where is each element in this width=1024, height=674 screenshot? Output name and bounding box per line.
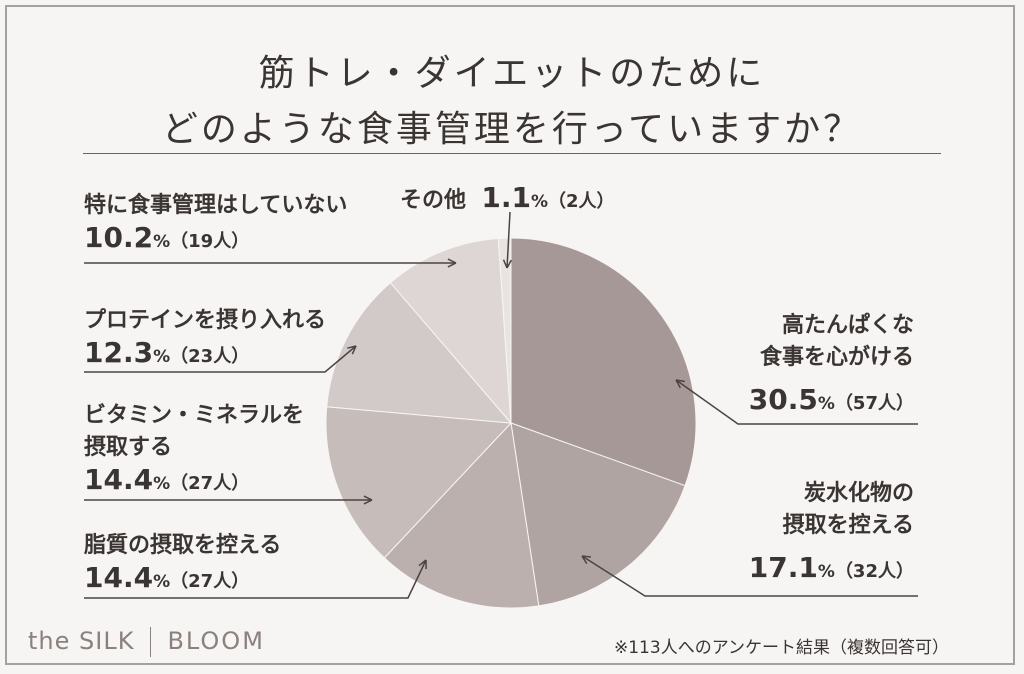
label-high-protein-text-2: 食事を心がける	[759, 345, 914, 370]
leader-high-protein	[675, 379, 918, 425]
brand-right: BLOOM	[167, 627, 265, 655]
survey-footnote: ※113人へのアンケート結果（複数回答可）	[614, 638, 950, 658]
pie-slice	[326, 281, 513, 424]
label-protein-text: プロテインを摂り入れる	[84, 308, 327, 333]
leader-protein-arrowhead	[347, 345, 357, 355]
leader-carb-arrowhead	[581, 555, 592, 565]
label-carb-text-2: 摂取を控える	[782, 513, 914, 538]
label-other-count: （2人）	[548, 191, 615, 212]
label-fat-text: 脂質の摂取を控える	[84, 533, 282, 558]
label-fat-count: （27人）	[170, 571, 250, 592]
label-vitamin-text-2: 摂取する	[84, 435, 173, 460]
chart-title-line2: どのような食事管理を行っていますか？	[161, 109, 863, 150]
leader-carb	[581, 555, 918, 597]
label-carb: 炭水化物の 摂取を控える 17.1%（32人）	[749, 478, 914, 588]
label-vitamin-text-1: ビタミン・ミネラルを	[84, 403, 305, 428]
label-high-protein-percent: 30.5	[748, 383, 818, 416]
chart-title-line1: 筋トレ・ダイエットのために	[258, 53, 766, 94]
label-carb-text-1: 炭水化物の	[803, 481, 914, 506]
pie-slice	[510, 237, 697, 487]
label-high-protein: 高たんぱくな 食事を心がける 30.5%（57人）	[749, 310, 914, 420]
label-none-text: 特に食事管理はしていない	[84, 193, 348, 218]
leader-vitamin-arrowhead	[363, 495, 373, 505]
pie-slice	[510, 422, 686, 607]
label-none: 特に食事管理はしていない 10.2%（19人）	[84, 190, 347, 258]
pie-slice	[389, 237, 512, 425]
label-vitamin-count: （27人）	[170, 473, 250, 494]
label-carb-count: （32人）	[834, 561, 914, 582]
label-protein-count: （23人）	[170, 346, 250, 367]
brand-logo: the SILK BLOOM	[28, 627, 265, 657]
label-fat-percent: 14.4	[84, 561, 154, 594]
label-vitamin-percent: 14.4	[84, 463, 154, 496]
pie-slice	[497, 237, 512, 424]
label-other: その他 1.1%（2人）	[400, 181, 615, 214]
leader-fat-arrowhead	[418, 559, 427, 570]
label-high-protein-count: （57人）	[834, 393, 914, 414]
label-other-text: その他	[400, 188, 467, 213]
leader-other-arrowhead	[502, 259, 512, 269]
label-none-percent: 10.2	[84, 221, 154, 254]
title-divider	[83, 153, 941, 154]
label-protein: プロテインを摂り入れる 12.3%（23人）	[84, 305, 326, 373]
label-protein-percent: 12.3	[84, 336, 154, 369]
label-high-protein-text-1: 高たんぱくな	[781, 313, 914, 338]
outer-frame	[5, 5, 1015, 665]
brand-left: the SILK	[28, 627, 135, 655]
leader-high-protein-arrowhead	[675, 379, 685, 389]
leader-other	[506, 211, 511, 269]
label-other-percent: 1.1	[481, 181, 531, 214]
label-fat: 脂質の摂取を控える 14.4%（27人）	[84, 530, 281, 598]
leader-fat	[84, 559, 427, 599]
pie-slice	[325, 406, 513, 559]
leader-protein	[84, 345, 357, 373]
label-carb-percent: 17.1	[748, 551, 818, 584]
label-vitamin: ビタミン・ミネラルを 摂取する 14.4%（27人）	[84, 400, 304, 500]
leader-none-arrowhead	[447, 258, 457, 268]
label-none-count: （19人）	[170, 231, 250, 252]
